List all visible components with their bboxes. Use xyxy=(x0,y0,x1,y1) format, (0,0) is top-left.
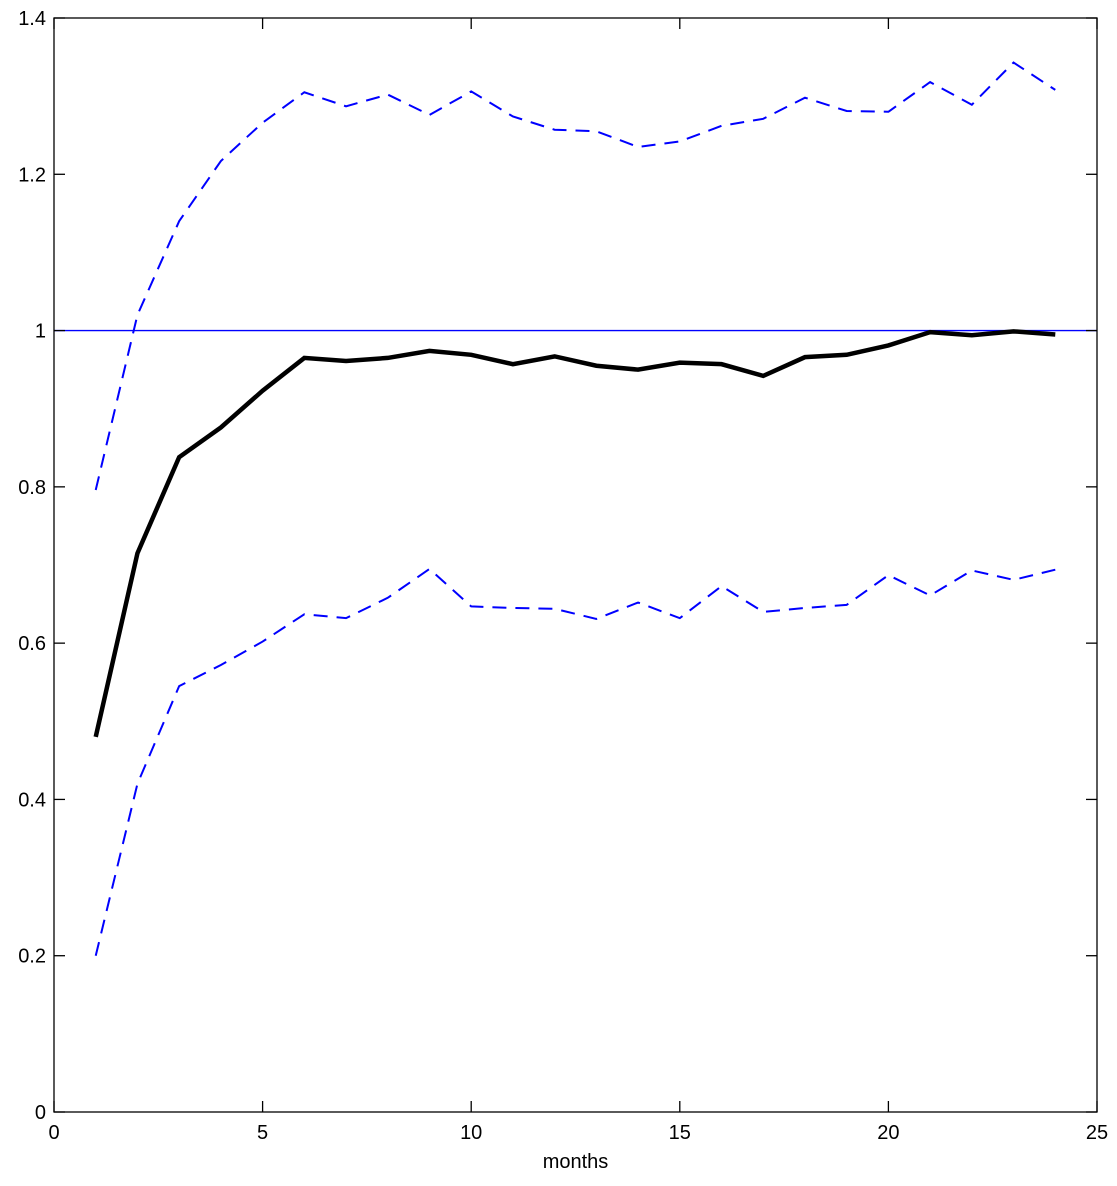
y-tick-label: 1 xyxy=(35,321,46,343)
y-tick-label: 1.4 xyxy=(18,8,46,30)
x-tick-label: 25 xyxy=(1086,1122,1108,1144)
x-tick-label: 10 xyxy=(460,1122,482,1144)
x-tick-label: 5 xyxy=(257,1122,268,1144)
y-tick-label: 1.2 xyxy=(18,164,46,186)
series-line-1 xyxy=(93,329,1056,738)
series-line-3 xyxy=(94,567,1056,956)
axes-layer xyxy=(53,17,1098,1113)
tick-labels-layer: 0 5 10 15 20 25 0 0.2 0.4 0.6 0.8 1 1.2 1.4 xyxy=(18,8,1108,1144)
y-tick-label: 0.2 xyxy=(18,946,46,968)
x-tick-label: 20 xyxy=(877,1122,899,1144)
x-tick-label: 0 xyxy=(48,1122,59,1144)
y-tick-label: 0.8 xyxy=(18,477,46,499)
series-line-2 xyxy=(94,61,1056,491)
y-tick-label: 0.6 xyxy=(18,633,46,655)
plot-frame xyxy=(53,17,1098,1113)
ticks-layer xyxy=(53,17,1098,1113)
x-axis-label: months xyxy=(543,1151,609,1173)
series-layer xyxy=(93,61,1056,956)
y-tick-label: 0 xyxy=(35,1102,46,1124)
x-tick-label: 15 xyxy=(669,1122,691,1144)
y-tick-label: 0.4 xyxy=(18,789,46,811)
